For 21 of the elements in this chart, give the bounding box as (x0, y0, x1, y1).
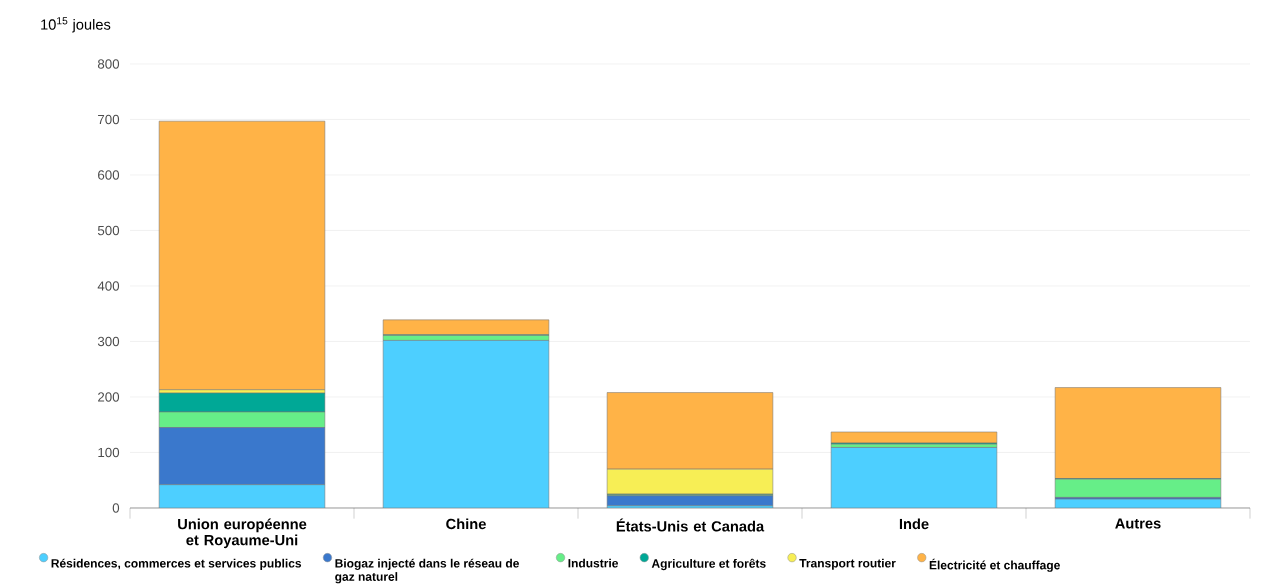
y-tick-label: 0 (112, 503, 120, 513)
legend-label: Biogaz injecté dans le réseau de gaz naturel (335, 558, 519, 584)
legend-label: Transport routier (799, 558, 896, 570)
legend-label: Agriculture et forêts (651, 558, 766, 571)
y-tick-label: 700 (98, 114, 120, 125)
y-tick-label: 500 (97, 225, 120, 236)
y-tick-label: 100 (98, 447, 120, 458)
y-tick-label: 600 (98, 170, 120, 180)
y-tick-label: 200 (98, 392, 120, 402)
y-tick-label: 800 (97, 59, 120, 69)
x-tick-label: Chine (446, 518, 486, 530)
y-tick-label: 400 (97, 281, 120, 291)
x-tick-label: Autres (1115, 518, 1161, 529)
legend-label: Électricité et chauffage (929, 558, 1060, 572)
x-tick-label: États-Unis et Canada (616, 518, 765, 532)
x-tick-label: Union européenne et Royaume-Uni (178, 518, 307, 549)
legend-label: Industrie (568, 558, 619, 568)
x-tick-label: Inde (899, 518, 929, 530)
legend-label: Résidences, commerces et services publics (51, 558, 302, 570)
y-axis-title: 10$^{15}$ joules (41, 17, 111, 33)
y-tick-label: 300 (97, 336, 120, 347)
